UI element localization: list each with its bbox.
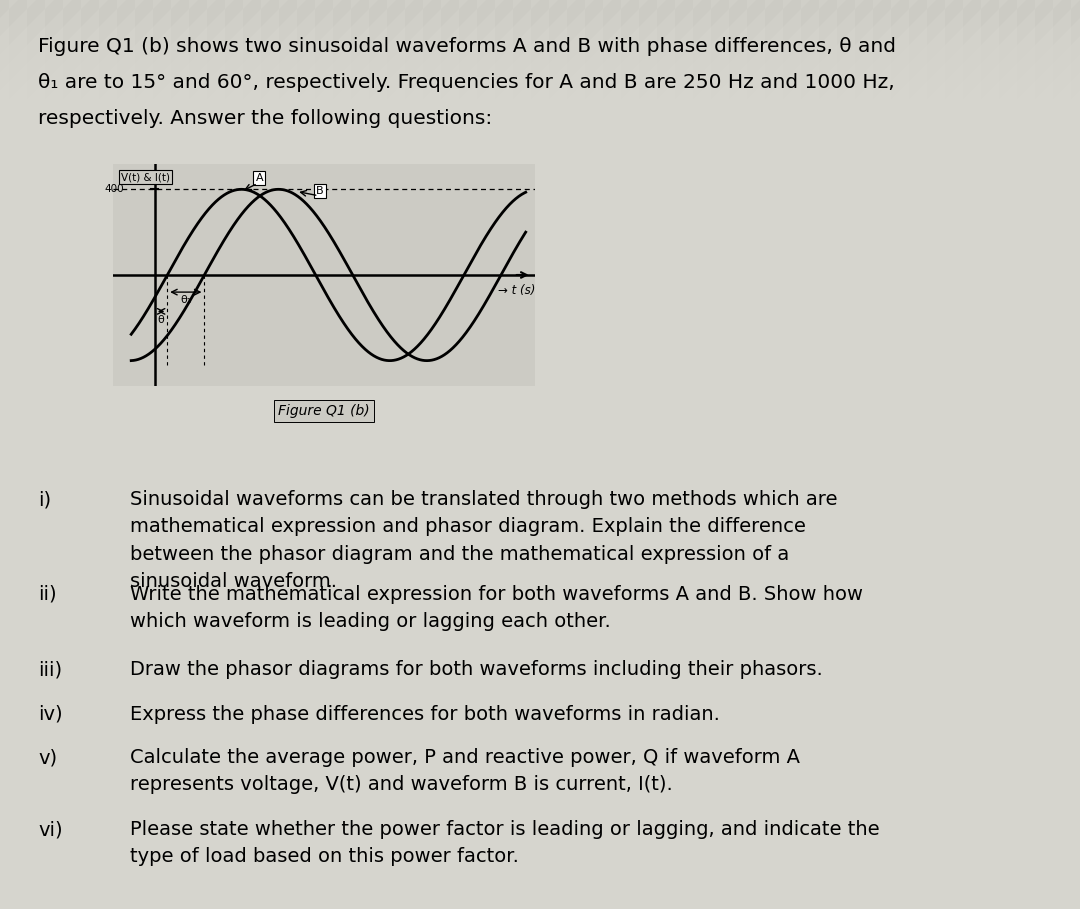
Text: A: A	[256, 173, 264, 183]
Text: Write the mathematical expression for both waveforms A and B. Show how
which wav: Write the mathematical expression for bo…	[130, 585, 863, 631]
Text: Draw the phasor diagrams for both waveforms including their phasors.: Draw the phasor diagrams for both wavefo…	[130, 660, 823, 679]
Text: θ₁ are to 15° and 60°, respectively. Frequencies for A and B are 250 Hz and 1000: θ₁ are to 15° and 60°, respectively. Fre…	[38, 73, 894, 92]
Text: θ₁: θ₁	[180, 295, 191, 305]
Text: → t (s): → t (s)	[498, 284, 536, 297]
Text: θ: θ	[158, 315, 164, 325]
Text: 400: 400	[104, 185, 124, 195]
Text: iii): iii)	[38, 660, 63, 679]
Text: vi): vi)	[38, 820, 63, 839]
Text: Figure Q1 (b) shows two sinusoidal waveforms A and B with phase differences, θ a: Figure Q1 (b) shows two sinusoidal wavef…	[38, 37, 896, 56]
Text: i): i)	[38, 490, 51, 509]
Text: Calculate the average power, P and reactive power, Q if waveform A
represents vo: Calculate the average power, P and react…	[130, 748, 800, 794]
Text: iv): iv)	[38, 705, 63, 724]
Text: respectively. Answer the following questions:: respectively. Answer the following quest…	[38, 109, 492, 128]
Text: Express the phase differences for both waveforms in radian.: Express the phase differences for both w…	[130, 705, 720, 724]
Text: ii): ii)	[38, 585, 56, 604]
Text: Please state whether the power factor is leading or lagging, and indicate the
ty: Please state whether the power factor is…	[130, 820, 879, 866]
Text: B: B	[316, 185, 324, 195]
Text: Sinusoidal waveforms can be translated through two methods which are
mathematica: Sinusoidal waveforms can be translated t…	[130, 490, 837, 591]
Text: Figure Q1 (b): Figure Q1 (b)	[279, 405, 369, 418]
Text: V(t) & I(t): V(t) & I(t)	[121, 172, 170, 182]
Text: v): v)	[38, 748, 57, 767]
